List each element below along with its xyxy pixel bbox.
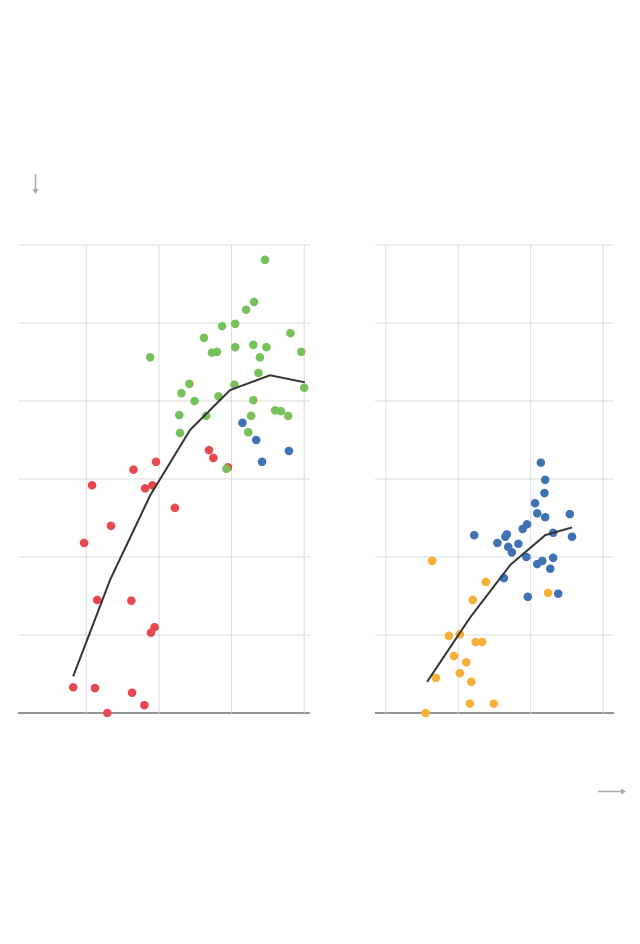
data-point	[540, 475, 550, 485]
data-point	[538, 556, 547, 566]
data-point	[260, 255, 270, 265]
data-point	[431, 673, 441, 683]
data-point	[548, 553, 558, 563]
data-point	[241, 305, 251, 315]
data-point	[543, 588, 553, 598]
data-point	[514, 539, 523, 549]
down-arrow	[32, 174, 39, 194]
data-point	[230, 342, 240, 352]
data-point	[284, 446, 294, 456]
data-point	[90, 683, 100, 693]
data-point	[468, 595, 478, 605]
data-point	[471, 637, 480, 647]
data-point	[140, 700, 149, 710]
data-point	[185, 379, 194, 389]
data-point	[522, 552, 531, 562]
data-point	[523, 592, 533, 602]
data-point	[481, 577, 491, 587]
data-point	[79, 538, 89, 548]
data-point	[243, 427, 253, 437]
data-point	[477, 637, 487, 647]
data-point	[283, 411, 293, 421]
data-point	[204, 445, 214, 455]
data-point	[212, 347, 222, 357]
data-point	[145, 353, 155, 362]
data-point	[222, 464, 231, 474]
data-point	[92, 595, 102, 605]
data-point	[427, 556, 437, 566]
data-point	[151, 457, 161, 467]
data-point	[467, 677, 476, 687]
data-point	[489, 699, 499, 708]
data-point	[469, 530, 479, 540]
data-point	[199, 333, 209, 343]
data-point	[567, 532, 577, 542]
data-point	[106, 521, 116, 531]
data-point	[257, 457, 267, 467]
data-point	[170, 503, 180, 513]
fit-line	[72, 374, 306, 677]
data-point	[455, 668, 465, 678]
fit-line	[426, 526, 573, 683]
data-point	[296, 347, 306, 357]
data-point	[201, 411, 211, 421]
data-point	[87, 480, 97, 490]
data-point	[175, 428, 185, 438]
data-point	[444, 631, 454, 641]
data-point	[465, 699, 475, 708]
data-point	[449, 651, 459, 661]
data-point	[177, 388, 186, 398]
data-point	[140, 484, 150, 493]
data-point	[127, 596, 136, 605]
data-point	[530, 498, 540, 508]
data-point	[249, 395, 258, 405]
data-point	[103, 708, 112, 718]
data-point	[262, 342, 271, 352]
data-point	[565, 509, 575, 519]
data-point	[276, 406, 286, 416]
data-point	[174, 410, 184, 420]
data-point	[217, 321, 227, 331]
data-point	[553, 589, 563, 598]
data-point	[127, 688, 137, 698]
data-point	[209, 453, 218, 463]
data-point	[545, 564, 555, 573]
data-point	[249, 297, 259, 307]
data-point	[502, 530, 512, 539]
data-point	[251, 435, 261, 445]
data-point	[249, 340, 258, 350]
data-point	[190, 396, 199, 406]
data-point	[286, 328, 295, 338]
right-arrow	[598, 788, 626, 795]
data-point	[299, 383, 309, 393]
data-point	[536, 458, 546, 467]
data-point	[230, 319, 240, 329]
data-point	[540, 488, 549, 498]
data-point	[518, 524, 528, 534]
data-point	[461, 658, 471, 667]
data-point	[255, 353, 265, 362]
data-point	[68, 682, 78, 692]
data-point	[246, 411, 256, 421]
data-point	[238, 418, 247, 428]
data-point	[129, 465, 138, 474]
data-point	[507, 548, 517, 557]
data-point	[540, 512, 550, 522]
data-point	[532, 509, 542, 518]
data-point	[421, 708, 430, 718]
data-point	[146, 628, 156, 637]
data-point	[493, 538, 502, 548]
data-point	[254, 368, 263, 378]
